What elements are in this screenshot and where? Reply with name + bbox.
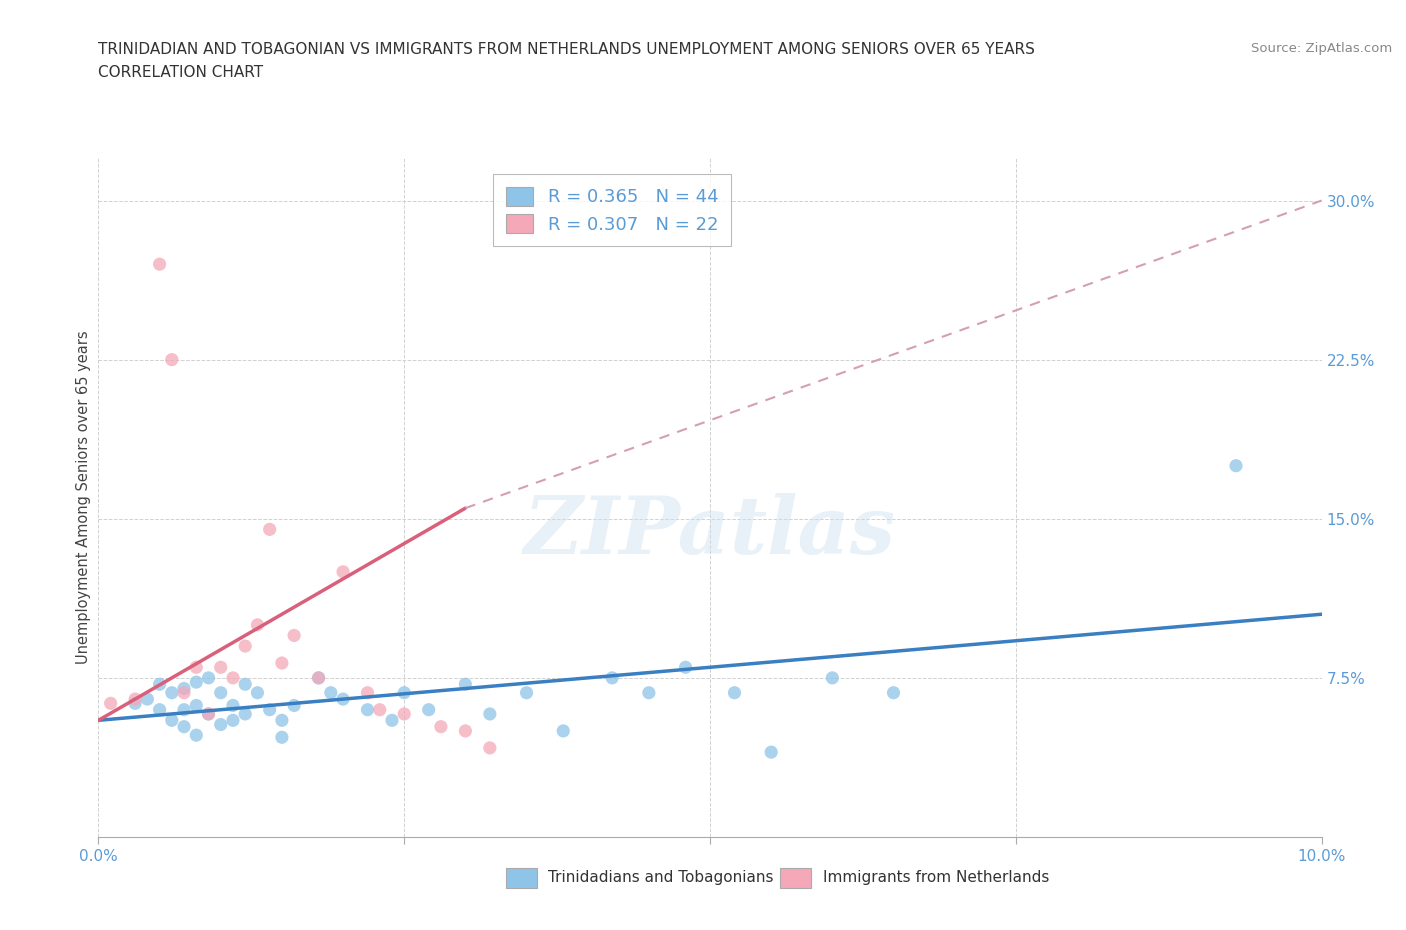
Point bbox=[553, 724, 575, 738]
Point bbox=[222, 698, 245, 713]
Point bbox=[356, 685, 378, 700]
Point bbox=[209, 685, 232, 700]
Point bbox=[259, 702, 281, 717]
Point bbox=[259, 522, 281, 537]
Point bbox=[418, 702, 440, 717]
Point bbox=[186, 674, 208, 689]
Point bbox=[149, 702, 172, 717]
Point bbox=[478, 740, 501, 755]
Point bbox=[319, 685, 342, 700]
Point bbox=[209, 660, 232, 675]
Point bbox=[270, 713, 292, 728]
Point bbox=[160, 713, 183, 728]
Point bbox=[246, 618, 269, 632]
Point bbox=[136, 692, 159, 707]
Point bbox=[233, 707, 256, 722]
Point bbox=[233, 677, 256, 692]
Point bbox=[430, 719, 453, 734]
Point bbox=[516, 685, 538, 700]
Text: Immigrants from Netherlands: Immigrants from Netherlands bbox=[823, 870, 1049, 885]
Point bbox=[149, 677, 172, 692]
Point bbox=[392, 707, 416, 722]
Point bbox=[186, 698, 208, 713]
Point bbox=[821, 671, 844, 685]
Point bbox=[332, 692, 354, 707]
Point bbox=[197, 707, 219, 722]
Point bbox=[186, 660, 208, 675]
Point bbox=[209, 717, 232, 732]
Point bbox=[173, 681, 195, 696]
Point bbox=[759, 745, 782, 760]
Text: Trinidadians and Tobagonians: Trinidadians and Tobagonians bbox=[548, 870, 773, 885]
Point bbox=[478, 707, 501, 722]
Point bbox=[160, 352, 183, 367]
Point bbox=[883, 685, 905, 700]
Point bbox=[197, 671, 219, 685]
Point bbox=[368, 702, 391, 717]
Text: TRINIDADIAN AND TOBAGONIAN VS IMMIGRANTS FROM NETHERLANDS UNEMPLOYMENT AMONG SEN: TRINIDADIAN AND TOBAGONIAN VS IMMIGRANTS… bbox=[98, 42, 1035, 57]
Point bbox=[600, 671, 623, 685]
Point bbox=[173, 719, 195, 734]
Point bbox=[1225, 458, 1247, 473]
Point bbox=[233, 639, 256, 654]
Text: CORRELATION CHART: CORRELATION CHART bbox=[98, 65, 263, 80]
Point bbox=[675, 660, 697, 675]
Point bbox=[381, 713, 404, 728]
Y-axis label: Unemployment Among Seniors over 65 years: Unemployment Among Seniors over 65 years bbox=[76, 331, 91, 664]
Point bbox=[124, 692, 146, 707]
Point bbox=[723, 685, 745, 700]
Point bbox=[222, 713, 245, 728]
Text: Source: ZipAtlas.com: Source: ZipAtlas.com bbox=[1251, 42, 1392, 55]
Legend: R = 0.365   N = 44, R = 0.307   N = 22: R = 0.365 N = 44, R = 0.307 N = 22 bbox=[494, 174, 731, 246]
Point bbox=[454, 724, 477, 738]
Point bbox=[173, 685, 195, 700]
Point bbox=[332, 565, 354, 579]
Point bbox=[186, 727, 208, 742]
Point bbox=[270, 730, 292, 745]
Point bbox=[100, 696, 122, 711]
Point bbox=[308, 671, 330, 685]
Point bbox=[124, 696, 146, 711]
Point bbox=[308, 671, 330, 685]
Point bbox=[149, 257, 172, 272]
Point bbox=[283, 698, 305, 713]
Point bbox=[246, 685, 269, 700]
Point bbox=[637, 685, 661, 700]
Point bbox=[356, 702, 378, 717]
Point bbox=[454, 677, 477, 692]
Text: ZIPatlas: ZIPatlas bbox=[524, 493, 896, 570]
Point bbox=[270, 656, 292, 671]
Point bbox=[197, 707, 219, 722]
Point bbox=[392, 685, 416, 700]
Point bbox=[222, 671, 245, 685]
Point bbox=[173, 702, 195, 717]
Point bbox=[283, 628, 305, 643]
Point bbox=[160, 685, 183, 700]
